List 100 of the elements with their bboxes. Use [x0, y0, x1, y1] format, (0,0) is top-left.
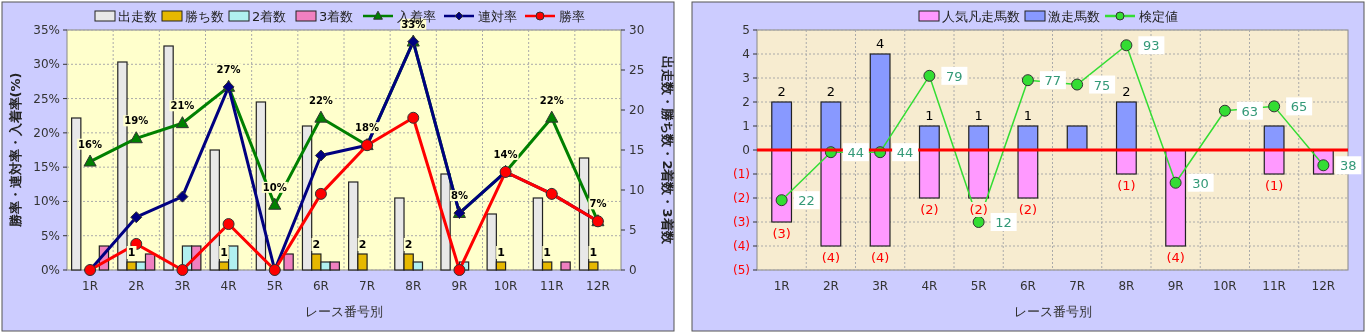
- point: [314, 110, 328, 123]
- x-tick-label: 2R: [128, 279, 145, 293]
- data-label: 1: [497, 246, 505, 259]
- x-tick-label: 5R: [266, 279, 283, 293]
- x-tick-label: 10R: [1213, 279, 1237, 293]
- y2-axis-title: 出走数・勝ち数・2着数・3着数: [660, 56, 675, 245]
- data-label: (3): [772, 226, 791, 241]
- y-tick-label: (2): [733, 191, 750, 205]
- y2-tick-label: 0: [629, 263, 637, 277]
- y-tick-label: (3): [733, 215, 750, 229]
- data-label: 2: [826, 84, 836, 99]
- point: [130, 237, 143, 250]
- point: [314, 187, 327, 200]
- data-label: 65: [1290, 99, 1308, 115]
- data-label: 30: [1192, 175, 1209, 191]
- point: [1268, 100, 1281, 113]
- y-tick-label: 10%: [33, 194, 60, 209]
- legend-label: 出走数: [118, 9, 157, 24]
- data-label: 2: [358, 238, 367, 251]
- data-label: (4): [1166, 250, 1185, 265]
- x-tick-label: 1R: [773, 279, 790, 293]
- y-tick-label: (4): [733, 239, 750, 253]
- data-label: 79: [946, 68, 963, 84]
- data-label: 93: [1143, 38, 1160, 54]
- x-tick-label: 9R: [451, 279, 468, 293]
- data-label: 2: [777, 84, 786, 99]
- data-label: 44: [896, 145, 914, 161]
- data-label: 1: [974, 108, 983, 123]
- y-tick-label: 0%: [40, 263, 60, 277]
- data-label: 38: [1340, 158, 1357, 174]
- x-tick-label: 9R: [1167, 279, 1184, 293]
- legend-label: 検定値: [1139, 9, 1178, 24]
- x-tick-label: 6R: [312, 279, 329, 293]
- bar: [1066, 125, 1088, 151]
- x-tick-label: 10R: [493, 279, 518, 293]
- point: [1169, 176, 1182, 189]
- data-label: 21%: [170, 100, 195, 112]
- data-label: (1): [1117, 178, 1136, 193]
- point: [775, 194, 788, 207]
- y-tick-label: 5: [742, 23, 750, 37]
- data-label: 63: [1241, 103, 1259, 119]
- data-label: 19%: [124, 115, 149, 127]
- y-tick-label: 2: [742, 95, 750, 109]
- y-tick-label: (1): [733, 167, 750, 181]
- data-label: 1: [589, 246, 598, 259]
- y2-tick-label: 15: [629, 143, 645, 157]
- x-tick-label: 3R: [174, 279, 191, 293]
- point: [175, 116, 189, 129]
- x-axis-title: レース番号別: [1013, 304, 1092, 319]
- data-label: 44: [847, 145, 865, 161]
- point: [130, 211, 143, 224]
- bar: [869, 149, 891, 247]
- x-tick-label: 12R: [1311, 279, 1336, 293]
- legend-label: 3着数: [319, 9, 354, 24]
- data-label: (2): [920, 202, 939, 217]
- data-label: 1: [220, 246, 228, 259]
- bar: [968, 149, 990, 199]
- point: [314, 149, 327, 162]
- data-label: 7%: [589, 198, 607, 210]
- x-tick-label: 7R: [359, 279, 376, 293]
- point: [268, 197, 282, 210]
- bar: [869, 53, 891, 151]
- data-label: 14%: [493, 148, 518, 160]
- x-tick-label: 4R: [921, 279, 938, 293]
- y-tick-label: 5%: [40, 228, 60, 243]
- legend-label: 人気凡走馬数: [942, 9, 1020, 24]
- y-tick-label: 35%: [33, 23, 60, 37]
- data-label: 2: [404, 238, 413, 251]
- data-label: 4: [875, 36, 885, 51]
- y2-tick-label: 25: [629, 63, 645, 77]
- data-label: 2: [312, 238, 321, 251]
- x-tick-label: 4R: [220, 279, 237, 293]
- y-tick-label: 4: [742, 47, 750, 61]
- data-label: 16%: [78, 138, 103, 150]
- x-tick-label: 11R: [1262, 279, 1286, 293]
- data-label: 1: [925, 108, 934, 123]
- point: [453, 264, 466, 276]
- x-tick-label: 8R: [1118, 279, 1135, 293]
- x-tick-label: 2R: [822, 279, 839, 293]
- data-label: 77: [1044, 73, 1062, 89]
- y-tick-label: 0: [742, 143, 750, 157]
- x-tick-label: 5R: [970, 279, 987, 293]
- point: [176, 264, 189, 276]
- point: [1021, 74, 1034, 87]
- data-label: (4): [870, 250, 890, 265]
- y2-tick-label: 20: [629, 103, 645, 117]
- data-label: 8%: [450, 190, 468, 202]
- data-label: 1: [127, 246, 136, 259]
- bar: [1017, 125, 1039, 151]
- legend-label: 連対率: [478, 9, 517, 24]
- x-tick-label: 11R: [539, 279, 564, 293]
- point: [1071, 78, 1084, 91]
- data-label: 22: [798, 193, 815, 209]
- data-label: 1: [1023, 108, 1033, 123]
- point: [407, 111, 420, 124]
- data-label: 75: [1093, 77, 1111, 93]
- y2-tick-label: 10: [629, 183, 645, 197]
- y-axis-title: 勝率・連対率・入着率(%): [8, 72, 23, 229]
- legend-label: 勝率: [559, 9, 585, 24]
- bar: [820, 101, 842, 151]
